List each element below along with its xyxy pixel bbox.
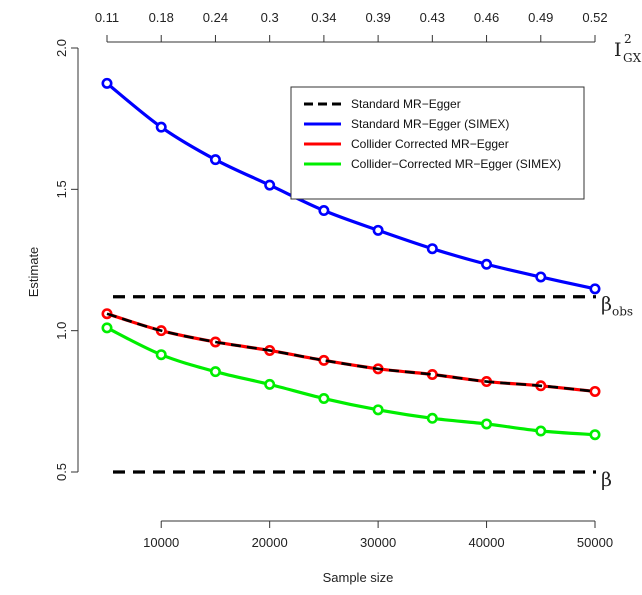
x-tick-label: 10000 [143, 535, 179, 550]
data-point [426, 243, 438, 255]
top-axis-tick-label: 0.46 [474, 10, 499, 25]
data-point [372, 404, 384, 416]
top-axis-title-sub: GX [623, 51, 642, 65]
data-point [481, 258, 493, 270]
top-axis-tick-label: 0.18 [149, 10, 174, 25]
y-axis-title: Estimate [26, 247, 41, 298]
data-point [318, 393, 330, 405]
x-tick-label: 20000 [252, 535, 288, 550]
x-axis-title: Sample size [323, 570, 394, 585]
y-tick-label: 1.0 [54, 322, 69, 340]
legend-entry: Collider Corrected MR−Egger [351, 137, 509, 151]
data-point [535, 425, 547, 437]
data-point [264, 179, 276, 191]
top-axis-tick-label: 0.52 [582, 10, 607, 25]
data-point [209, 154, 221, 166]
top-axis-tick-label: 0.39 [365, 10, 390, 25]
data-point [155, 349, 167, 361]
data-point [372, 224, 384, 236]
series-line [106, 312, 596, 394]
x-tick-label: 50000 [577, 535, 613, 550]
data-point [589, 429, 601, 441]
series-layer [101, 77, 601, 441]
reference-line-label: β [601, 294, 612, 316]
top-axis-tick-label: 0.3 [261, 10, 279, 25]
top-axis: 0.11 0.18 0.24 0.3 0.34 0.39 0.43 0.46 0.49 0.52 I… [95, 10, 642, 65]
legend: Standard MR−Egger Standard MR−Egger (SIME… [290, 86, 585, 200]
legend-entry: Standard MR−Egger (SIMEX) [351, 117, 509, 131]
series-line [106, 326, 596, 437]
legend-entry: Collider−Corrected MR−Egger (SIMEX) [351, 157, 561, 171]
top-axis-tick-label: 0.43 [420, 10, 445, 25]
data-point [101, 77, 113, 89]
top-axis-tick-label: 0.34 [311, 10, 336, 25]
y-axis: 0.5 1.0 1.5 2.0 [54, 39, 79, 481]
y-tick-label: 2.0 [54, 39, 69, 57]
y-tick-label: 0.5 [54, 463, 69, 481]
top-axis-tick-label: 0.49 [528, 10, 553, 25]
y-tick-label: 1.5 [54, 180, 69, 198]
x-axis: 10000 20000 30000 40000 50000 [143, 520, 613, 550]
data-point [209, 366, 221, 378]
series-line [105, 82, 596, 291]
data-point [535, 271, 547, 283]
legend-entry: Standard MR−Egger [351, 97, 461, 111]
data-point [589, 385, 601, 397]
top-axis-tick-label: 0.24 [203, 10, 228, 25]
top-axis-title-sup: 2 [624, 32, 632, 46]
reference-line-label-sub: obs [612, 305, 633, 319]
data-point [155, 121, 167, 133]
reference-line-label: β [601, 469, 612, 491]
data-point [589, 283, 601, 295]
x-tick-label: 40000 [468, 535, 504, 550]
top-axis-tick-label: 0.11 [95, 10, 119, 25]
x-tick-label: 30000 [360, 535, 396, 550]
data-point [101, 322, 113, 334]
top-axis-title: I [614, 39, 622, 61]
data-point [264, 378, 276, 390]
data-point [481, 418, 493, 430]
data-point [426, 412, 438, 424]
series-line [106, 312, 596, 393]
data-point [318, 205, 330, 217]
